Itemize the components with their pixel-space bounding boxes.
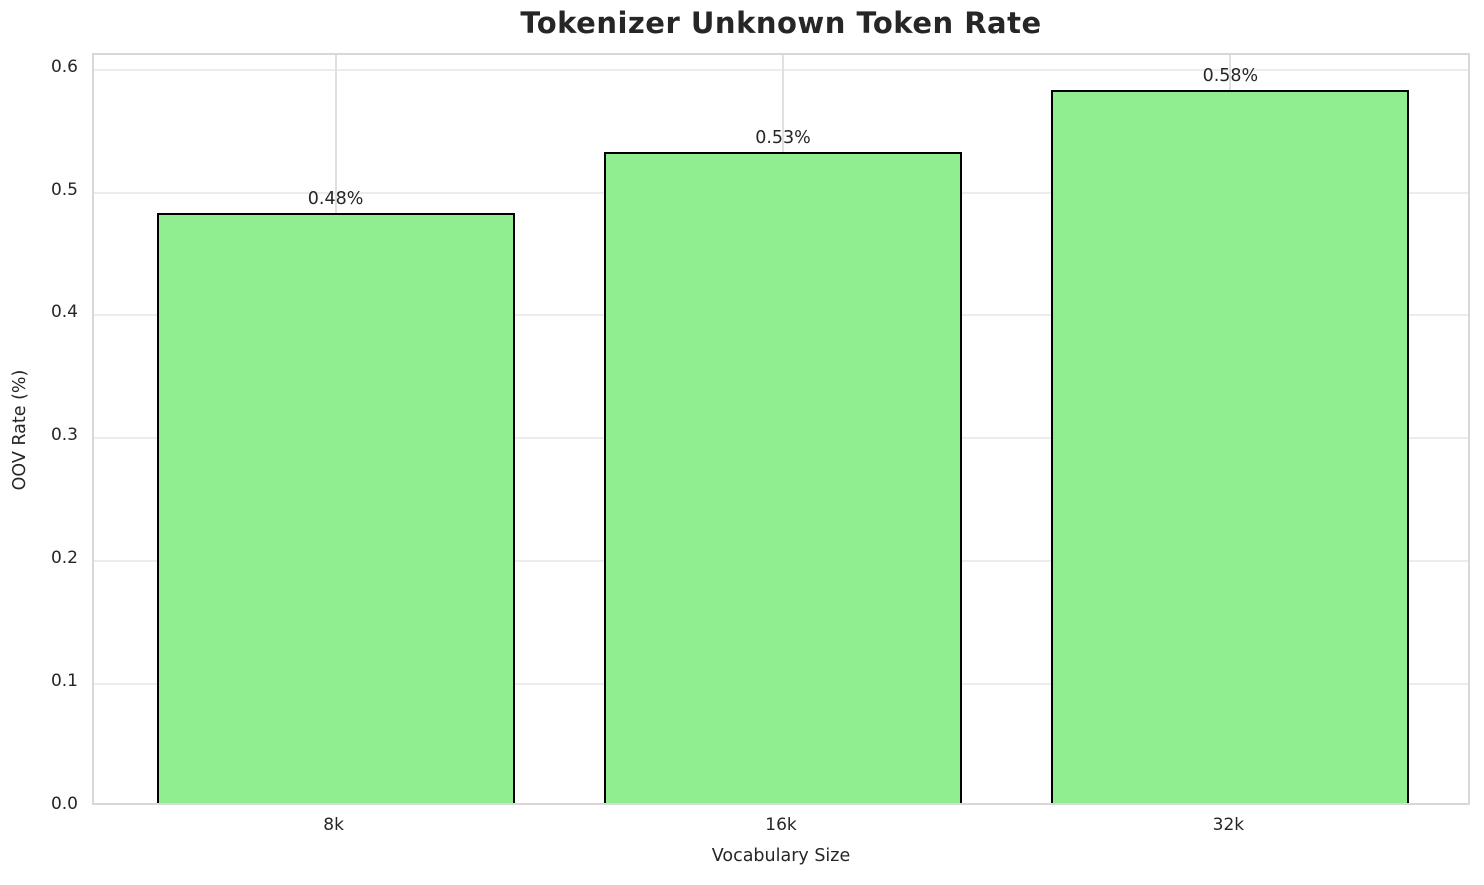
y-tick-label: 0.1 — [50, 671, 78, 692]
plot-area: 0.48% 0.53% 0.58% — [92, 53, 1470, 805]
bar-value-label: 0.53% — [755, 127, 811, 148]
x-tick-label: 16k — [765, 815, 797, 835]
y-tick-label: 0.4 — [50, 302, 78, 323]
bar — [1051, 90, 1410, 803]
x-tick-label: 8k — [323, 815, 344, 835]
bar-value-label: 0.58% — [1202, 66, 1259, 87]
y-tick-label: 0.3 — [50, 425, 78, 446]
y-tick-label: 0.2 — [50, 548, 78, 569]
y-tick-label: 0.0 — [50, 794, 78, 814]
x-tick-label: 32k — [1212, 815, 1245, 835]
bar-value-label: 0.48% — [307, 189, 364, 210]
y-tick-label: 0.6 — [50, 56, 78, 77]
x-axis-label: Vocabulary Size — [711, 846, 851, 866]
bar — [156, 213, 515, 803]
chart-title: Tokenizer Unknown Token Rate — [520, 6, 1042, 40]
y-tick-label: 0.5 — [50, 179, 78, 200]
bar — [604, 151, 962, 803]
h-gridline — [94, 68, 1468, 71]
